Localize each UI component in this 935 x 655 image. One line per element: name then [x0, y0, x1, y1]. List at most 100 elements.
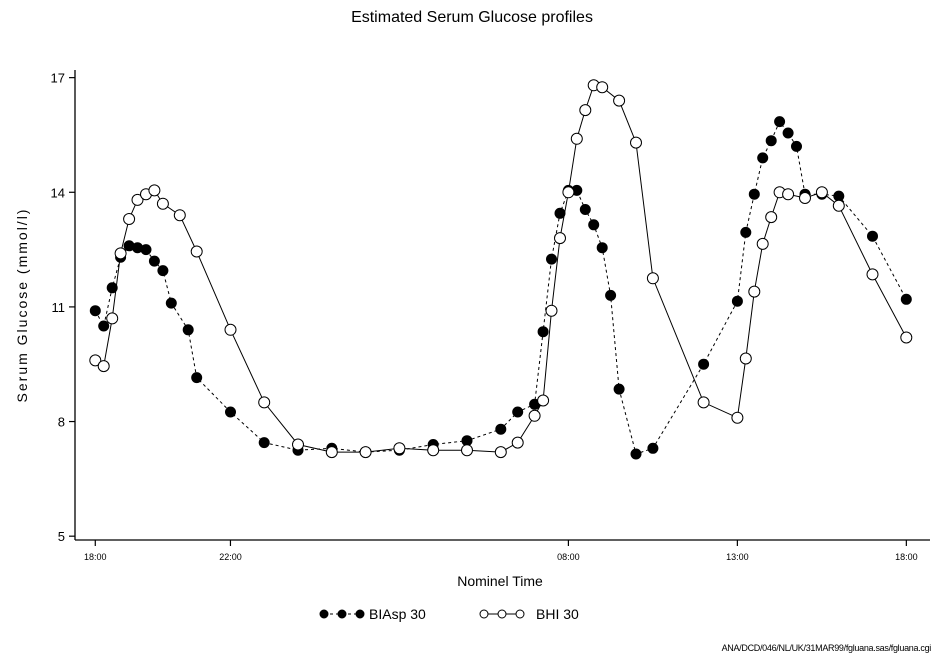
point-biasp30: [596, 242, 608, 254]
legend-marker: [355, 609, 365, 619]
point-biasp30: [605, 289, 617, 301]
point-bhi30: [748, 285, 761, 298]
point-biasp30: [757, 152, 769, 164]
point-bhi30: [173, 209, 186, 222]
legend-label-biasp30: BIAsp 30: [369, 606, 426, 622]
point-biasp30: [731, 295, 743, 307]
point-biasp30: [748, 188, 760, 200]
point-bhi30: [537, 394, 550, 407]
point-bhi30: [554, 232, 566, 245]
y-tick-label: 5: [58, 529, 65, 544]
point-bhi30: [224, 323, 237, 336]
point-bhi30: [570, 132, 583, 145]
point-bhi30: [494, 446, 507, 459]
point-bhi30: [799, 192, 811, 204]
point-biasp30: [225, 406, 236, 418]
point-bhi30: [739, 352, 752, 365]
point-biasp30: [740, 226, 752, 238]
point-bhi30: [815, 186, 828, 199]
point-bhi30: [731, 411, 744, 424]
point-biasp30: [698, 358, 710, 370]
point-biasp30: [630, 448, 642, 460]
legend-marker: [479, 609, 489, 619]
point-biasp30: [89, 305, 101, 317]
point-biasp30: [579, 204, 591, 215]
y-tick-label: 14: [51, 185, 65, 200]
y-tick-label: 17: [51, 71, 65, 86]
point-bhi30: [528, 409, 541, 422]
point-biasp30: [495, 423, 507, 435]
legend-marker: [337, 609, 347, 619]
point-biasp30: [140, 244, 152, 256]
point-bhi30: [596, 81, 609, 94]
point-bhi30: [765, 211, 778, 224]
point-biasp30: [106, 282, 118, 294]
point-biasp30: [157, 265, 169, 277]
point-bhi30: [325, 446, 338, 459]
legend-marker: [515, 609, 525, 619]
point-bhi30: [258, 396, 271, 409]
point-biasp30: [512, 406, 524, 418]
point-bhi30: [613, 94, 626, 107]
legend-label-bhi30: BHI 30: [536, 606, 579, 622]
x-tick-label: 13:00: [726, 552, 749, 562]
point-biasp30: [148, 255, 160, 267]
point-bhi30: [123, 213, 136, 225]
point-bhi30: [89, 354, 102, 367]
point-bhi30: [646, 272, 659, 285]
point-bhi30: [393, 442, 406, 455]
point-biasp30: [833, 190, 845, 202]
point-bhi30: [114, 247, 127, 260]
legend-marker: [497, 609, 507, 619]
point-bhi30: [756, 237, 769, 250]
legend: BIAsp 30 BHI 30: [319, 606, 579, 622]
point-biasp30: [537, 326, 549, 338]
point-biasp30: [554, 207, 566, 219]
point-bhi30: [866, 268, 879, 281]
legend-symbol-biasp30: [319, 609, 365, 619]
point-bhi30: [511, 436, 524, 449]
point-biasp30: [900, 293, 912, 305]
point-biasp30: [647, 442, 659, 454]
point-biasp30: [182, 324, 194, 336]
point-bhi30: [832, 199, 845, 212]
point-biasp30: [774, 116, 786, 128]
y-tick-label: 8: [58, 415, 65, 430]
point-biasp30: [98, 320, 110, 332]
point-biasp30: [588, 219, 600, 231]
legend-marker: [319, 609, 329, 619]
series-line-biasp30: [94, 120, 907, 455]
x-tick-label: 18:00: [84, 552, 107, 562]
point-bhi30: [630, 136, 642, 149]
footnote: ANA/DCD/046/NL/UK/31MAR99/fgluana.sas/fg…: [722, 643, 932, 653]
point-bhi30: [131, 193, 144, 206]
y-tick-label: 11: [52, 300, 66, 315]
point-biasp30: [546, 253, 557, 265]
legend-symbol-bhi30: [479, 609, 525, 619]
x-tick-label: 08:00: [557, 552, 580, 562]
y-axis-label: Serum Glucose (mmol/l): [14, 208, 30, 403]
x-tick-label: 18:00: [895, 552, 918, 562]
point-biasp30: [165, 297, 177, 309]
point-bhi30: [461, 444, 473, 457]
chart-title: Estimated Serum Glucose profiles: [351, 9, 593, 26]
point-biasp30: [867, 230, 878, 242]
point-bhi30: [782, 188, 795, 201]
series-line-bhi30: [95, 84, 907, 453]
point-biasp30: [782, 127, 794, 139]
x-axis-label: Nominel Time: [457, 573, 543, 589]
point-biasp30: [765, 135, 777, 147]
series-markers: [89, 79, 913, 460]
point-biasp30: [191, 372, 203, 384]
point-bhi30: [427, 444, 440, 457]
point-bhi30: [579, 104, 592, 117]
point-bhi30: [106, 312, 119, 325]
point-biasp30: [613, 383, 625, 395]
point-bhi30: [697, 396, 710, 409]
point-bhi30: [97, 360, 110, 373]
chart-axes: 5 8 11 14 17 18:00 22:00 08:00 13:00 18:00: [51, 70, 930, 562]
series-lines: [94, 84, 907, 455]
point-bhi30: [190, 245, 203, 258]
point-bhi30: [562, 186, 575, 199]
